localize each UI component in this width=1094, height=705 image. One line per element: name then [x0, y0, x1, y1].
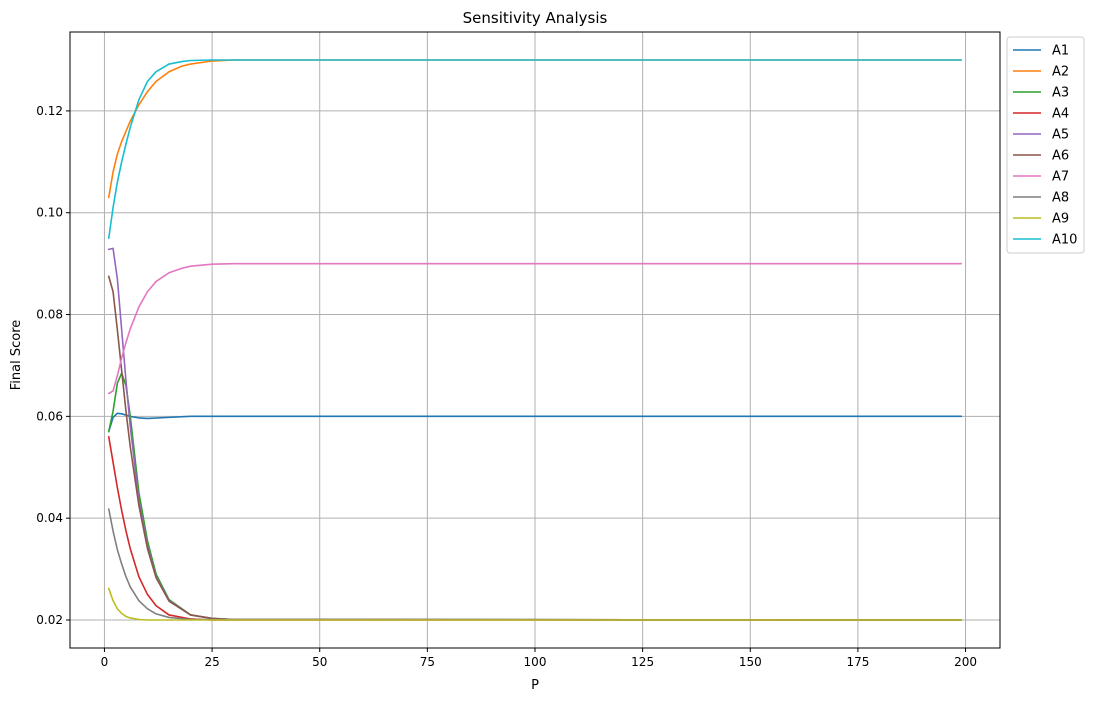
axis-ticks: 0 25 50 75 100 125 150 175 200 0.02 0.04 0.06 0.08 0.…: [36, 104, 977, 669]
x-tick-label: 175: [846, 655, 869, 669]
x-tick-label: 75: [420, 655, 435, 669]
legend-box: [1006, 36, 1085, 254]
grid: [70, 32, 1000, 648]
series-line-a6: [107, 275, 963, 621]
legend-label-a6: A6: [1052, 149, 1069, 164]
x-tick-label: 25: [204, 655, 219, 669]
y-tick-label: 0.12: [36, 104, 63, 118]
x-tick-label: 125: [631, 655, 654, 669]
series-line-a10: [107, 59, 963, 239]
y-tick-label: 0.08: [36, 308, 63, 322]
x-tick-label: 50: [312, 655, 327, 669]
legend: A1 A2 A3 A4 A5 A6 A7 A8 A9 A10: [1006, 36, 1085, 254]
x-tick-label: 200: [954, 655, 977, 669]
legend-label-a7: A7: [1052, 170, 1069, 185]
legend-label-a8: A8: [1052, 191, 1069, 206]
legend-label-a1: A1: [1052, 44, 1069, 59]
y-tick-label: 0.02: [36, 613, 63, 627]
x-tick-label: 150: [739, 655, 762, 669]
series-lines: [107, 59, 963, 621]
legend-label-a4: A4: [1052, 107, 1069, 122]
legend-label-a10: A10: [1052, 233, 1077, 248]
legend-label-a9: A9: [1052, 212, 1069, 227]
chart-title: Sensitivity Analysis: [463, 9, 608, 27]
series-line-a7: [107, 262, 963, 395]
y-tick-label: 0.10: [36, 206, 63, 220]
legend-label-a2: A2: [1052, 65, 1069, 80]
legend-label-a3: A3: [1052, 86, 1069, 101]
series-line-a9: [107, 587, 963, 621]
y-tick-label: 0.04: [36, 511, 63, 525]
legend-label-a5: A5: [1052, 128, 1069, 143]
series-line-a8: [107, 508, 963, 621]
y-tick-label: 0.06: [36, 409, 63, 423]
x-tick-label: 100: [524, 655, 547, 669]
x-axis-label: P: [531, 678, 539, 693]
series-line-a1: [107, 412, 963, 433]
y-axis-label: Final Score: [9, 320, 24, 391]
x-tick-label: 0: [101, 655, 109, 669]
